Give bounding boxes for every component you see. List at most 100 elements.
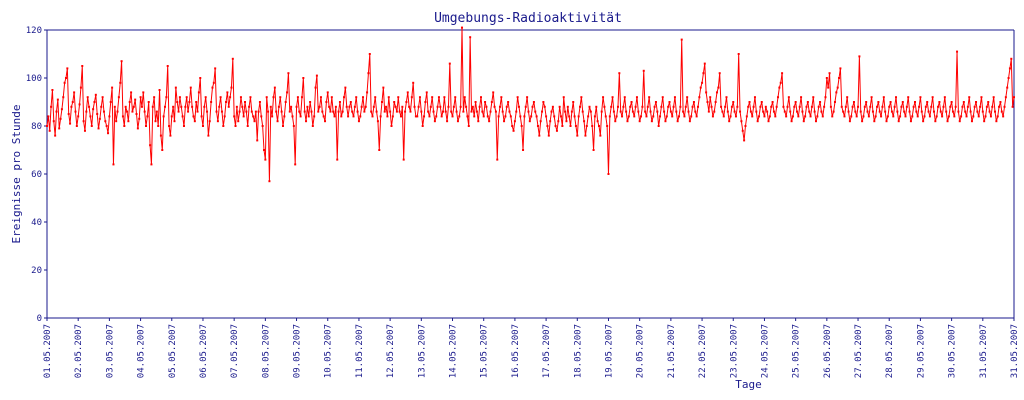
data-point (519, 115, 522, 118)
data-point (913, 101, 916, 103)
data-point (671, 115, 674, 118)
data-point (442, 110, 445, 113)
data-point (299, 115, 302, 118)
data-point (870, 96, 873, 99)
data-point (60, 108, 63, 111)
data-point (577, 115, 580, 118)
data-point (257, 110, 260, 113)
data-point (964, 110, 967, 113)
data-point (782, 105, 785, 108)
data-point (444, 110, 447, 113)
data-point (828, 72, 831, 75)
data-point (409, 110, 412, 113)
data-point (113, 105, 116, 108)
data-point (337, 110, 340, 113)
data-point (347, 115, 350, 118)
data-point (691, 105, 694, 108)
data-point (817, 105, 820, 108)
data-point (226, 91, 229, 94)
data-point (488, 120, 491, 123)
data-point (998, 105, 1001, 108)
data-point (427, 110, 430, 113)
data-point (315, 74, 318, 77)
data-point (1011, 105, 1014, 108)
data-point (360, 105, 363, 108)
data-point (611, 96, 614, 99)
data-point (333, 115, 336, 118)
data-point (334, 105, 337, 108)
data-point (150, 163, 153, 166)
data-point (324, 120, 327, 123)
x-tick-label: 17.05.2007 (542, 324, 552, 378)
data-point (130, 91, 133, 94)
data-point (608, 115, 611, 118)
data-point (821, 115, 824, 118)
x-tick-label: 04.05.2007 (137, 324, 147, 378)
data-point (208, 120, 211, 123)
data-point (786, 105, 789, 108)
data-point (181, 115, 184, 118)
x-tick-label: 01.05.2007 (43, 324, 53, 378)
data-point (1000, 110, 1003, 113)
data-point (62, 96, 65, 99)
data-point (926, 101, 929, 103)
data-point (733, 110, 736, 113)
data-point (413, 105, 416, 108)
data-point (833, 101, 836, 103)
data-point (664, 120, 667, 123)
data-point (965, 115, 968, 118)
data-point (885, 120, 888, 123)
data-point (589, 110, 592, 113)
data-point (615, 115, 618, 118)
data-point (371, 115, 374, 118)
data-point (602, 96, 605, 99)
data-point (292, 125, 295, 127)
data-point (912, 105, 915, 108)
data-point (781, 72, 784, 75)
data-point (554, 125, 557, 127)
data-point (435, 115, 438, 118)
data-point (642, 69, 645, 72)
data-point (408, 105, 411, 108)
data-point (675, 110, 678, 113)
data-point (338, 101, 341, 103)
data-point (970, 120, 973, 123)
data-point (739, 110, 742, 113)
data-point (842, 110, 845, 113)
data-point (741, 129, 744, 132)
data-point (877, 101, 880, 103)
data-point (96, 113, 99, 115)
data-point (918, 105, 921, 108)
data-point (104, 120, 107, 123)
data-point (595, 105, 598, 108)
data-point (969, 110, 972, 113)
data-point (147, 101, 150, 103)
data-point (619, 110, 622, 113)
data-point (825, 77, 828, 79)
data-point (273, 86, 276, 89)
data-point (703, 62, 706, 65)
data-point (557, 120, 560, 123)
data-point (386, 115, 389, 118)
data-point (89, 115, 92, 118)
x-tick-label: 14.05.2007 (449, 324, 459, 378)
data-point (238, 110, 241, 113)
data-point (809, 115, 812, 118)
data-point (760, 101, 763, 103)
data-point (69, 122, 72, 125)
data-point (375, 110, 378, 113)
x-tick-label: 31.05.2007 (979, 324, 989, 378)
data-point (709, 96, 712, 99)
data-point (758, 115, 761, 118)
data-point (204, 96, 207, 99)
data-point (657, 125, 660, 127)
data-point (374, 96, 377, 99)
data-point (227, 105, 230, 108)
data-point (1010, 57, 1013, 60)
y-tick-label: 20 (31, 266, 42, 276)
data-point (439, 105, 442, 108)
data-point (985, 105, 988, 108)
x-axis-label: Tage (735, 378, 762, 391)
data-point (63, 81, 66, 84)
